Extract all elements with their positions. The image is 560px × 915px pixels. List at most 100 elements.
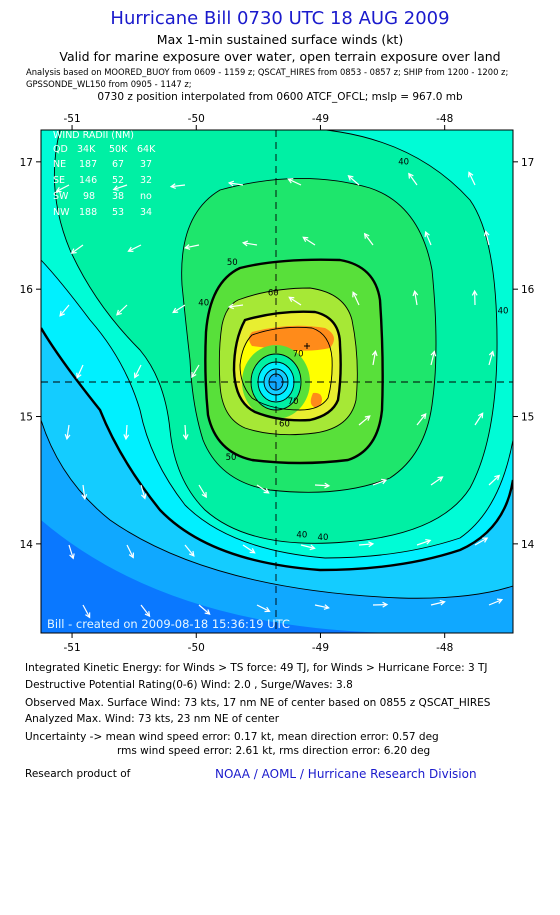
- wind-vector: [71, 244, 84, 254]
- wind-vector: [314, 484, 330, 487]
- wind-vector: [140, 484, 146, 499]
- wind-vector: [184, 544, 195, 557]
- ike-line: Integrated Kinetic Energy: for Winds > T…: [25, 662, 488, 674]
- wind-vector: [416, 539, 431, 546]
- wind-vector-head: [123, 434, 130, 441]
- y-tick-label-right: 16: [521, 284, 535, 296]
- wind-vector-head: [127, 246, 134, 253]
- wind-vector-head: [347, 174, 354, 181]
- wind-vector: [242, 544, 255, 554]
- wind-vector: [414, 291, 418, 306]
- wind-vector: [82, 484, 86, 499]
- radii-50k-value: 53: [112, 207, 124, 218]
- wind-vector: [140, 604, 151, 617]
- radii-quadrant: NE: [53, 159, 66, 170]
- wind-vector-head: [144, 611, 151, 618]
- band-70-secondary: [310, 392, 322, 408]
- wind-radii-table: WIND RADII (NM) QD 34K 50K 64K NE 187 67…: [53, 130, 156, 218]
- wind-vector-head: [364, 415, 371, 421]
- x-tick-label-top: -51: [63, 113, 80, 125]
- wind-vector-head: [204, 609, 211, 615]
- wind-vector: [198, 604, 211, 615]
- contour-line-40: [53, 130, 498, 544]
- wind-vector-head: [182, 434, 189, 441]
- contour-labels: 40 40 40 40 40 50 50 60 60 70 70: [198, 157, 508, 543]
- wind-radii-title: WIND RADII (NM): [53, 130, 134, 141]
- contour-50kt-bold: [204, 258, 384, 465]
- noaa-aoml-hrd-link[interactable]: NOAA / AOML / Hurricane Research Divisio…: [215, 767, 477, 781]
- plot-frame: [40, 129, 514, 634]
- wind-vector-head: [249, 548, 256, 554]
- x-tick-label-bottom: -48: [436, 642, 453, 654]
- wind-vector-head: [382, 601, 389, 608]
- y-tick-label-left: 15: [20, 412, 33, 424]
- wind-vector-head: [263, 488, 270, 494]
- wind-vector: [82, 604, 91, 618]
- wind-vector-head: [287, 178, 294, 184]
- wind-vector: [474, 537, 488, 546]
- wind-vector-head: [371, 349, 378, 357]
- wind-vector: [56, 184, 70, 192]
- wind-vector-head: [494, 474, 501, 481]
- wind-vector: [488, 351, 494, 366]
- x-tick-label-bottom: -49: [312, 642, 329, 654]
- wind-vector: [185, 244, 200, 249]
- wind-vector-head: [496, 598, 504, 604]
- wind-vector: [425, 231, 432, 246]
- wind-vector: [288, 296, 302, 306]
- wind-vector: [125, 424, 128, 440]
- wind-vector-head: [437, 476, 444, 482]
- wind-vector-head: [352, 291, 358, 298]
- wind-vector-head: [116, 309, 122, 316]
- wind-vector-head: [59, 310, 65, 317]
- wind-vector-head: [81, 494, 88, 501]
- wind-vector-head: [381, 478, 388, 485]
- wind-vector-head: [425, 538, 432, 545]
- wind-vector: [430, 351, 435, 366]
- contour-label: 70: [293, 350, 304, 360]
- wind-vector: [408, 173, 418, 186]
- wind-vector: [430, 476, 443, 486]
- contour-label: 40: [398, 157, 409, 167]
- analysis-sources-line2: GPSSONDE_WL150 from 0905 - 1147 z;: [26, 79, 192, 89]
- wind-vector: [184, 424, 187, 440]
- wind-vector: [430, 601, 445, 606]
- radii-header-64k: 64K: [137, 144, 156, 155]
- contour-field: 40 40 40 40 40 50 50 60 60 70 70: [41, 130, 513, 633]
- radii-64k-value: 32: [140, 175, 152, 186]
- wind-vector: [352, 292, 360, 306]
- wind-vector-head: [227, 303, 235, 310]
- creation-watermark: Bill - created on 2009-08-18 15:36:19 UT…: [47, 617, 290, 631]
- wind-vector: [113, 184, 128, 191]
- radii-64k-value: 34: [140, 207, 152, 218]
- wind-vector: [172, 304, 186, 313]
- contour-line-25: [41, 419, 513, 599]
- wind-vector-head: [264, 606, 271, 613]
- contour-label: 60: [268, 289, 279, 299]
- wind-vector-head: [85, 612, 91, 619]
- wind-vector-head: [468, 171, 474, 178]
- wind-vector: [288, 178, 302, 186]
- wind-vector: [300, 544, 315, 549]
- chart-subtitle: Max 1-min sustained surface winds (kt): [156, 32, 404, 47]
- contour-line-35: [41, 259, 513, 559]
- wind-vector-head: [191, 372, 197, 379]
- wind-vector: [474, 412, 484, 426]
- analyzed-max-wind: Analyzed Max. Wind: 73 kts, 23 nm NE of …: [25, 713, 280, 725]
- y-tick-label-left: 14: [20, 539, 34, 551]
- contour-label: 50: [226, 453, 237, 463]
- wind-vector-head: [128, 552, 135, 559]
- wind-vector-head: [471, 289, 478, 296]
- wind-vector-head: [324, 482, 331, 489]
- radii-34k-value: 188: [79, 207, 97, 218]
- radii-50k-value: 52: [112, 175, 124, 186]
- wind-vector-head: [227, 180, 235, 187]
- wind-vector: [256, 484, 269, 494]
- wind-vector: [128, 244, 142, 252]
- wind-vector-head: [70, 248, 77, 254]
- wind-vector: [66, 424, 70, 439]
- wind-vector: [372, 351, 377, 366]
- wind-vector-head: [140, 493, 147, 500]
- wind-vector-head: [408, 172, 414, 179]
- band-70-max: [249, 325, 334, 351]
